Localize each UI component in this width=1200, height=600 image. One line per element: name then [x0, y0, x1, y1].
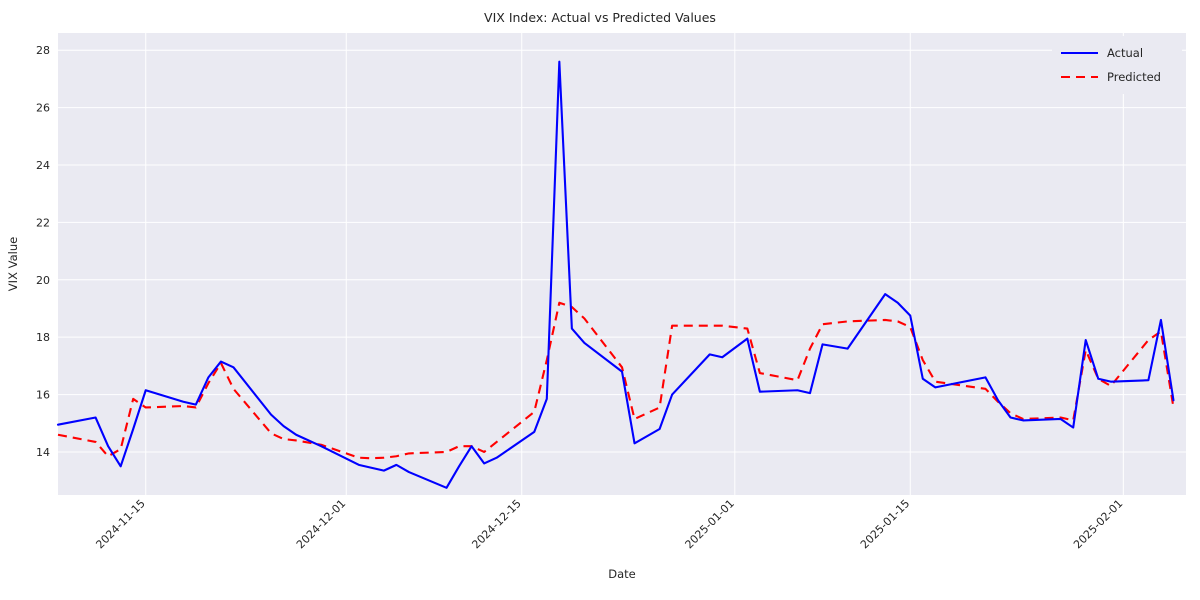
- y-tick-label: 16: [36, 389, 50, 402]
- series-line-predicted[interactable]: [57, 301, 1175, 460]
- series-line-actual[interactable]: [56, 60, 1175, 489]
- horizontal-gridlines: [58, 49, 1186, 453]
- y-tick-label: 26: [36, 102, 50, 115]
- y-tick-label: 14: [36, 446, 50, 459]
- y-tick-label: 24: [36, 159, 50, 172]
- y-axis-tick-labels: 14 16 18 20 22 24 26 28: [36, 44, 50, 459]
- vertical-gridlines: [145, 33, 1124, 495]
- legend-entry-actual[interactable]: Actual: [1061, 46, 1143, 60]
- chart-title: VIX Index: Actual vs Predicted Values: [484, 10, 716, 25]
- legend-background: [1052, 36, 1182, 94]
- legend-label-predicted: Predicted: [1107, 70, 1161, 84]
- y-tick-label: 18: [36, 331, 50, 344]
- plot-area-background: [58, 33, 1186, 495]
- chart-legend[interactable]: Actual Predicted: [1052, 36, 1182, 94]
- y-axis-title: VIX Value: [6, 237, 20, 291]
- legend-entry-predicted[interactable]: Predicted: [1061, 70, 1161, 84]
- x-axis-title: Date: [608, 567, 636, 581]
- y-tick-label: 22: [36, 216, 50, 229]
- y-tick-label: 20: [36, 274, 50, 287]
- y-tick-label: 28: [36, 44, 50, 57]
- legend-label-actual: Actual: [1107, 46, 1143, 60]
